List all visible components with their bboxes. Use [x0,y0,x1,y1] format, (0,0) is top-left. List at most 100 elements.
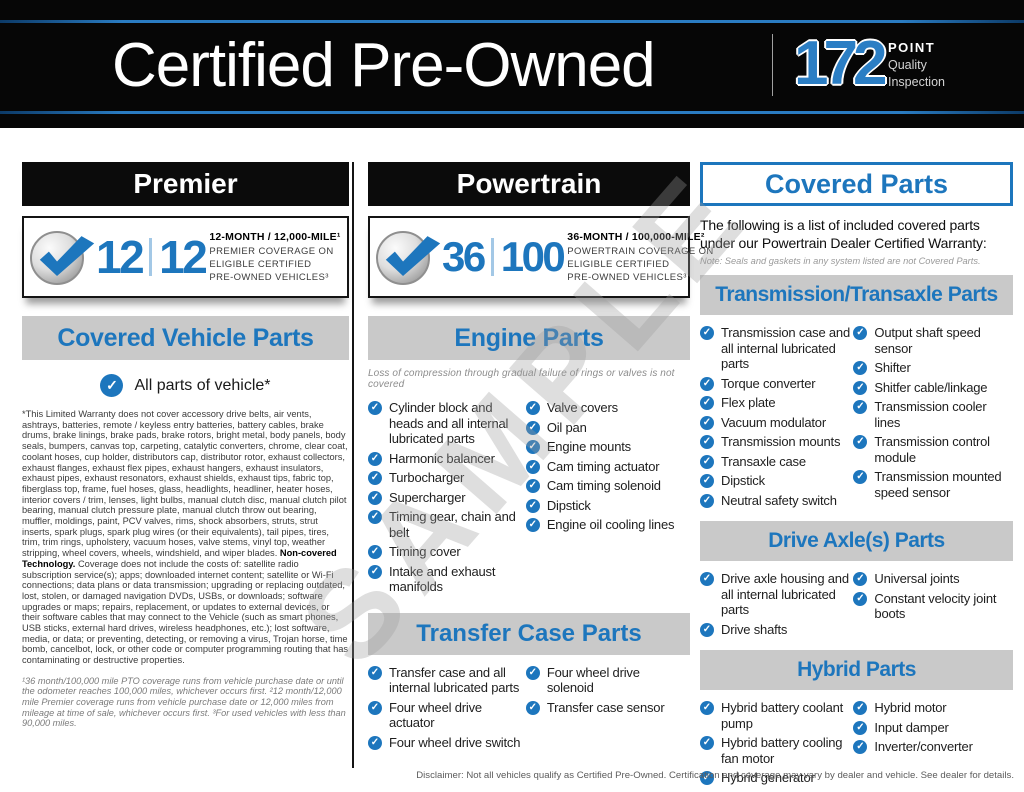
list-item-label: Transfer case sensor [546,699,665,715]
list-item: Drive axle housing and all internal lubr… [700,571,850,618]
fine-print-part1: *This Limited Warranty does not cover ac… [22,409,348,559]
list-item-label: Oil pan [546,419,587,435]
list-item-label: Drive shafts [721,621,788,637]
check-bullet-icon [525,498,540,513]
page-title: Certified Pre-Owned [112,31,656,100]
list-item: Transmission mounts [700,434,850,450]
banner-stripe-bottom [0,111,1024,114]
list-item: Hybrid battery coolant pump [700,700,850,731]
premier-badge-text: 12-MONTH / 12,000-MILE¹ PREMIER COVERAGE… [209,231,361,284]
list-item-label: Shifter [874,360,911,375]
list-item: Timing cover [368,544,523,560]
check-bullet-icon [525,420,540,435]
badge-num-miles: 12 [159,231,208,283]
check-bullet-icon [700,493,714,508]
list-item-label: Cylinder block and heads and all interna… [389,400,509,446]
badge-vehicles-line: PRE-OWNED VEHICLES³ [567,271,687,283]
check-bullet-icon [853,380,868,395]
check-bullet-icon [525,518,540,532]
list-item: Dipstick [700,473,850,489]
points-label: POINT [888,40,936,55]
badge-term-line: 36-MONTH / 100,000-MILE² [567,230,705,243]
fine-print-bold-lead: Non-covered Technology. [22,548,337,569]
list-item: Shitfer cable/linkage [853,380,1010,396]
list-item: Transaxle case [700,454,850,470]
engine-parts-left: Cylinder block and heads and all interna… [368,400,526,599]
column-divider [352,162,354,768]
list-item-label: Transmission cooler lines [874,399,987,430]
points-number: 172 [794,29,887,98]
badge-num-miles: 100 [500,233,566,280]
footnote: ¹36 month/100,000 mile PTO coverage runs… [22,675,346,729]
list-item-label: Turbocharger [389,470,465,485]
check-bullet-icon [700,396,714,410]
list-item-label: Neutral safety switch [721,492,837,508]
hybrid-parts-right: Hybrid motor Input damper Inverter/convert… [853,700,1013,790]
list-item-label: Intake and exhaust manifolds [389,563,496,595]
check-bullet-icon [700,326,714,340]
check-bullet-icon [853,361,868,375]
list-item-label: Four wheel drive switch [389,734,521,750]
check-bullet-icon [368,665,382,680]
list-item-label: Constant velocity joint boots [874,590,997,622]
list-item-label: Flex plate [721,395,776,410]
covered-parts-header: Covered Parts [700,162,1013,206]
list-item: Flex plate [700,395,850,411]
fine-print: *This Limited Warranty does not cover ac… [22,409,349,666]
check-bullet-icon [700,474,714,488]
premier-badge-numbers: 12 12 [96,230,208,284]
list-item-label: Harmonic balancer [389,450,495,466]
badge-eligible-line: ELIGIBLE CERTIFIED [567,258,670,270]
list-item-label: Cam timing solenoid [546,478,661,493]
check-bullet-icon [525,479,540,493]
engine-parts-title: Engine Parts [368,316,690,360]
list-item: Transmission mounted speed sensor [853,469,1010,500]
powertrain-badge: 36 100 36-MONTH / 100,000-MILE² POWERTRA… [368,216,713,298]
check-bullet-icon [368,471,382,485]
all-parts-label: All parts of vehicle* [134,376,271,394]
badge-num-months: 36 [442,233,486,280]
list-item: Shifter [853,360,1010,376]
list-item: Supercharger [368,490,523,506]
check-bullet-icon [853,326,868,340]
list-item: Cylinder block and heads and all interna… [368,400,523,447]
check-bullet-icon [700,415,714,430]
drive-axle-parts-title: Drive Axle(s) Parts [700,521,1013,561]
list-item: Cam timing solenoid [525,478,687,494]
all-parts-row: All parts of vehicle* [22,374,349,397]
check-icon [100,374,124,397]
check-bullet-icon [368,735,382,750]
list-item-label: Dipstick [721,473,765,488]
check-bullet-icon [700,622,714,637]
transmission-parts-left: Transmission case and all internal lubri… [700,325,853,512]
list-item-label: Transmission mounted speed sensor [874,469,1002,500]
list-item-label: Timing cover [389,544,461,559]
list-item: Universal joints [853,571,1010,587]
list-item: Cam timing actuator [525,458,687,475]
badge-eligible-line: ELIGIBLE CERTIFIED [209,258,312,270]
check-bullet-icon [368,545,382,559]
list-item-label: Cam timing actuator [546,458,660,474]
covered-parts-column: Covered Parts The following is a list of… [700,162,1013,790]
list-item-label: Four wheel drive actuator [389,699,482,731]
blue-checkmark-icon [39,236,95,277]
check-bullet-icon [853,435,868,449]
badge-check-icon [30,228,95,286]
list-item: Transfer case and all internal lubricate… [368,665,523,696]
list-item: Oil pan [525,419,687,436]
hybrid-parts-title: Hybrid Parts [700,650,1013,690]
check-bullet-icon [700,454,714,469]
check-bullet-icon [368,564,382,579]
list-item-label: Hybrid battery coolant pump [721,700,844,731]
transfer-case-parts-title: Transfer Case Parts [368,612,690,655]
list-item-label: Hybrid battery cooling fan motor [721,735,843,766]
transfer-parts-right: Four wheel drive solenoid Transfer case s… [525,664,690,755]
list-item-label: Four wheel drive solenoid [546,664,640,696]
fine-print-part2: Coverage does not include the costs of: … [22,558,349,666]
list-item: Hybrid motor [853,700,1010,716]
list-item: Four wheel drive actuator [368,700,523,731]
check-bullet-icon [368,490,382,505]
list-item: Transmission control module [853,434,1010,465]
covered-parts-intro: The following is a list of included cove… [700,217,987,251]
powertrain-column: Powertrain 36 100 36-MONTH / 100,000-MIL… [368,162,713,755]
